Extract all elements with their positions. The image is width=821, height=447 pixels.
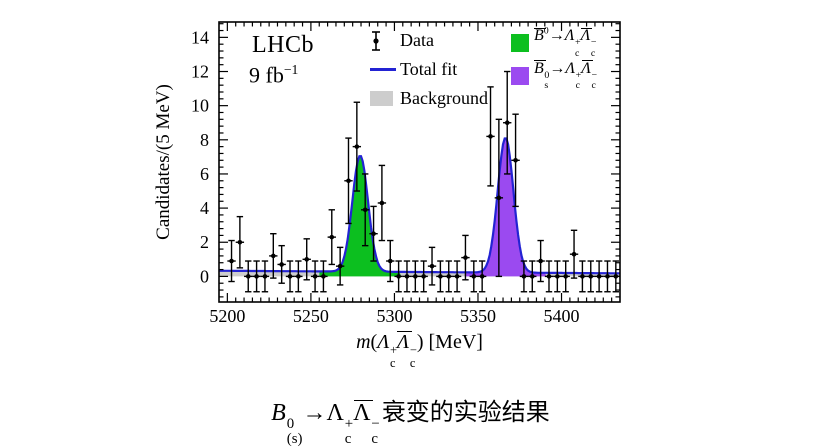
- data-point: [594, 260, 604, 293]
- data-point: [285, 260, 295, 293]
- data-point: [319, 260, 328, 293]
- data-point: [477, 260, 487, 293]
- signal-peak-fill-1: [464, 138, 547, 277]
- data-point: [269, 233, 278, 279]
- data-point: [436, 260, 445, 293]
- tick-labels: 5200 5250 5300 5350 5400 0 2 4 6 8 10 12 14: [191, 27, 580, 326]
- data-point: [411, 260, 420, 293]
- data-point: [361, 173, 370, 247]
- legend-row-total-fit: Total fit: [362, 55, 488, 84]
- legend-row-bs0: B 0 s →Λ + c Λ − c: [511, 59, 597, 92]
- fit-legend: Data Total fit Background: [362, 26, 488, 113]
- data-point: [494, 118, 504, 278]
- data-point: [327, 209, 336, 266]
- legend-row-b0: B0→Λ + c Λ − c: [511, 26, 597, 59]
- y-axis-label: Candidates/(5 MeV): [153, 84, 174, 240]
- experiment-label: LHCb: [252, 32, 314, 59]
- y-tick-label: 4: [200, 198, 209, 218]
- legend-data-label: Data: [400, 30, 434, 50]
- data-point: [461, 234, 470, 281]
- total-fit-curve: [219, 137, 620, 275]
- x-tick-label: 5300: [376, 306, 412, 326]
- b0-color-swatch-icon: [511, 33, 529, 52]
- x-tick-label: 5350: [460, 306, 496, 326]
- data-point: [252, 260, 261, 293]
- data-point: [344, 137, 353, 225]
- b0-decay-formula: B0→Λ + c Λ − c: [534, 25, 597, 59]
- data-point: [369, 205, 378, 262]
- data-point: [427, 246, 437, 286]
- figure-caption: B 0 (s) → Λ + c Λ − c 衰变的实验结果: [0, 392, 821, 447]
- data-point: [386, 239, 395, 283]
- data-point: [519, 260, 529, 293]
- y-tick-label: 12: [191, 62, 209, 82]
- x-tick-label: 5250: [293, 306, 329, 326]
- data-point: [553, 260, 562, 293]
- data-point: [511, 113, 520, 208]
- data-point: [260, 260, 270, 293]
- x-tick-label: 5400: [544, 306, 580, 326]
- data-point: [352, 101, 362, 192]
- data-point: [544, 260, 554, 293]
- data-point: [444, 260, 453, 293]
- x-axis-label: m(Λ + c Λ − c) [MeV]: [356, 331, 483, 371]
- caption-text: 衰变的实验结果: [381, 400, 550, 426]
- data-point: [469, 260, 478, 293]
- data-point: [244, 260, 253, 293]
- data-marker-icon: [362, 30, 400, 52]
- data-point: [561, 260, 570, 293]
- y-tick-label: 2: [200, 232, 209, 252]
- decay-legend: B0→Λ + c Λ − c B 0 s →Λ + c Λ − c: [511, 26, 597, 92]
- y-tick-label: 0: [200, 266, 209, 286]
- signal-peak-fill-0: [319, 156, 402, 277]
- luminosity-label: 9 fb−1: [249, 62, 299, 88]
- data-point: [227, 239, 236, 283]
- y-tick-label: 6: [200, 164, 209, 184]
- legend-background-label: Background: [400, 88, 488, 108]
- data-point: [452, 260, 462, 293]
- legend-row-data: Data: [362, 26, 488, 55]
- y-tick-label: 14: [191, 27, 209, 47]
- bs0-decay-formula: B 0 s →Λ + c Λ − c: [534, 59, 598, 92]
- data-point: [335, 246, 345, 286]
- data-point: [603, 260, 612, 293]
- data-point: [536, 239, 545, 283]
- axis-ticks: [219, 22, 620, 302]
- data-points: [227, 70, 620, 293]
- x-tick-label: 5200: [209, 306, 245, 326]
- data-point: [486, 86, 495, 187]
- data-point: [277, 244, 286, 284]
- data-point: [302, 238, 311, 281]
- data-point: [419, 260, 428, 293]
- data-point: [402, 260, 412, 293]
- y-tick-label: 10: [191, 96, 209, 116]
- experiment-label-text: LHCb: [252, 32, 314, 58]
- caption-formula: B 0 (s) → Λ + c Λ − c: [271, 400, 380, 447]
- y-tick-label: 8: [200, 130, 209, 150]
- legend-total-fit-label: Total fit: [400, 59, 458, 79]
- background-swatch-icon: [362, 91, 400, 106]
- data-point: [578, 260, 587, 293]
- data-point: [294, 260, 303, 293]
- data-point: [394, 260, 403, 293]
- bs0-color-swatch-icon: [511, 66, 529, 85]
- data-point: [528, 260, 537, 293]
- mass-spectrum-plot: 5200 5250 5300 5350 5400 0 2 4 6 8 10 12 14: [191, 21, 621, 326]
- data-point: [586, 260, 595, 293]
- data-point: [503, 70, 512, 175]
- total-fit-line-icon: [362, 68, 400, 71]
- data-point: [377, 164, 387, 242]
- legend-row-background: Background: [362, 84, 488, 113]
- data-point: [235, 215, 245, 269]
- data-point: [310, 260, 320, 293]
- data-point: [569, 229, 579, 279]
